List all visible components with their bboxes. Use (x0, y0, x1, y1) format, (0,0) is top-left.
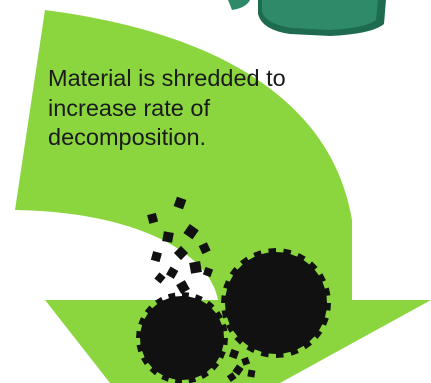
shredded-chunk-large (221, 248, 331, 358)
shredded-particles-icon (147, 196, 256, 382)
compost-bin-icon (228, 0, 386, 36)
shredded-chunk-left (136, 292, 228, 383)
caption-text: Material is shredded to increase rate of… (48, 65, 286, 150)
